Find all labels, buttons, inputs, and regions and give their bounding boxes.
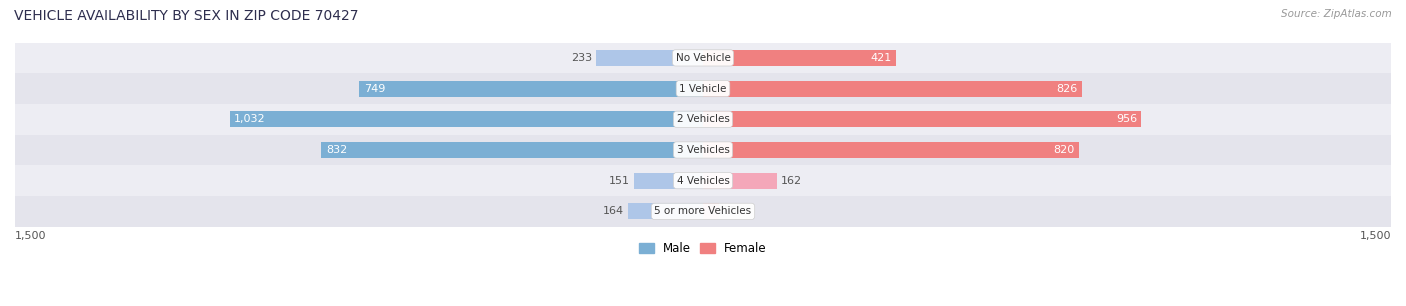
Text: 832: 832	[326, 145, 347, 155]
Text: 1,500: 1,500	[15, 231, 46, 241]
Bar	[703, 111, 1142, 127]
Text: No Vehicle: No Vehicle	[675, 53, 731, 63]
Bar	[703, 50, 896, 66]
Bar	[15, 165, 1391, 196]
Text: 3 Vehicles: 3 Vehicles	[676, 145, 730, 155]
Bar	[703, 173, 778, 188]
Bar	[15, 196, 1391, 227]
Text: 233: 233	[571, 53, 592, 63]
Text: 1,032: 1,032	[235, 114, 266, 124]
Bar	[703, 142, 1080, 158]
Text: 749: 749	[364, 84, 385, 94]
Bar	[596, 50, 703, 66]
Bar	[360, 80, 703, 97]
Text: VEHICLE AVAILABILITY BY SEX IN ZIP CODE 70427: VEHICLE AVAILABILITY BY SEX IN ZIP CODE …	[14, 9, 359, 23]
Bar	[229, 111, 703, 127]
Text: 421: 421	[870, 53, 891, 63]
Bar	[627, 203, 703, 219]
Text: Source: ZipAtlas.com: Source: ZipAtlas.com	[1281, 9, 1392, 19]
Text: 956: 956	[1116, 114, 1137, 124]
Text: 4 Vehicles: 4 Vehicles	[676, 176, 730, 186]
Text: 1,500: 1,500	[1360, 231, 1391, 241]
Bar	[634, 173, 703, 188]
Bar	[15, 43, 1391, 73]
Text: 151: 151	[609, 176, 630, 186]
Text: 2 Vehicles: 2 Vehicles	[676, 114, 730, 124]
Bar	[703, 203, 718, 219]
Text: 5 or more Vehicles: 5 or more Vehicles	[654, 206, 752, 216]
Text: 162: 162	[780, 176, 801, 186]
Text: 820: 820	[1053, 145, 1074, 155]
Legend: Male, Female: Male, Female	[634, 237, 772, 261]
Bar	[322, 142, 703, 158]
Text: 164: 164	[603, 206, 624, 216]
Text: 35: 35	[723, 206, 737, 216]
Text: 1 Vehicle: 1 Vehicle	[679, 84, 727, 94]
Bar	[15, 104, 1391, 135]
Text: 826: 826	[1056, 84, 1077, 94]
Bar	[15, 135, 1391, 165]
Bar	[15, 73, 1391, 104]
Bar	[703, 80, 1081, 97]
